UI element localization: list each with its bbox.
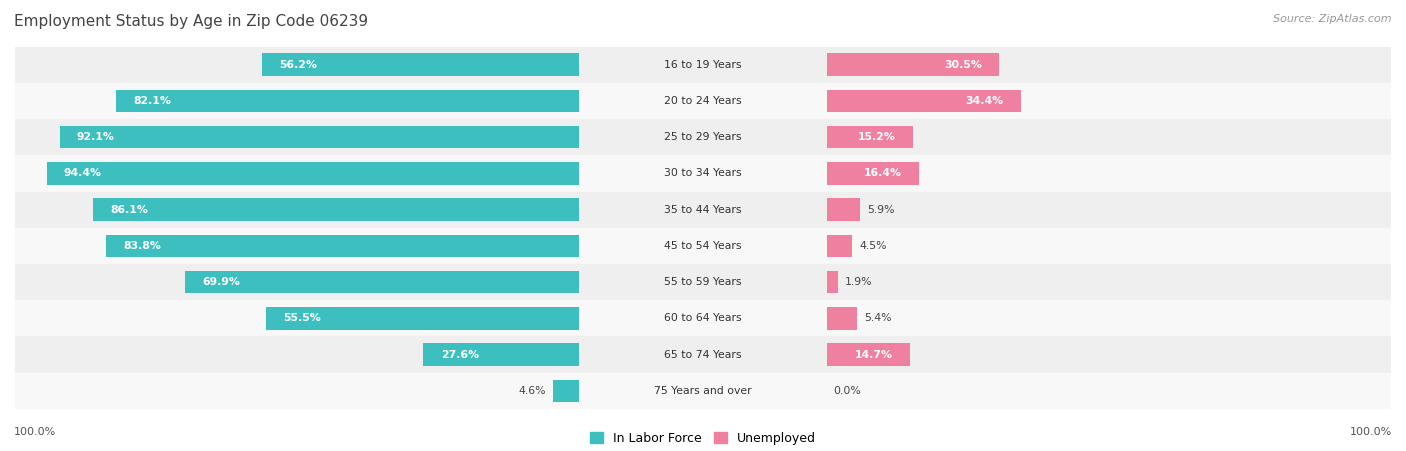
Text: 100.0%: 100.0% [14, 428, 56, 437]
Bar [827, 162, 920, 184]
Bar [827, 90, 1021, 112]
Legend: In Labor Force, Unemployed: In Labor Force, Unemployed [591, 432, 815, 445]
Bar [15, 46, 1391, 83]
Text: 34.4%: 34.4% [966, 96, 1004, 106]
Text: 30.5%: 30.5% [943, 60, 981, 70]
Text: 1.9%: 1.9% [845, 277, 872, 287]
Bar [266, 307, 579, 330]
Text: 56.2%: 56.2% [280, 60, 318, 70]
Bar [827, 307, 858, 330]
Bar [262, 54, 579, 76]
Bar [827, 198, 860, 221]
Text: 75 Years and over: 75 Years and over [654, 386, 752, 396]
Bar [15, 155, 1391, 192]
Text: 0.0%: 0.0% [834, 386, 862, 396]
Text: 4.5%: 4.5% [859, 241, 887, 251]
Text: 5.4%: 5.4% [865, 313, 891, 323]
Bar [827, 343, 910, 366]
Bar [59, 126, 579, 148]
Bar [827, 235, 852, 257]
Bar [15, 192, 1391, 228]
Text: 16 to 19 Years: 16 to 19 Years [664, 60, 742, 70]
Bar [15, 373, 1391, 409]
Text: 55 to 59 Years: 55 to 59 Years [664, 277, 742, 287]
Text: 94.4%: 94.4% [63, 168, 101, 179]
Bar [184, 271, 579, 293]
Bar [827, 126, 912, 148]
Text: 27.6%: 27.6% [440, 350, 479, 359]
Text: 16.4%: 16.4% [865, 168, 903, 179]
Text: 82.1%: 82.1% [134, 96, 172, 106]
Text: 14.7%: 14.7% [855, 350, 893, 359]
Text: 86.1%: 86.1% [111, 205, 149, 215]
Text: 35 to 44 Years: 35 to 44 Years [664, 205, 742, 215]
Text: 20 to 24 Years: 20 to 24 Years [664, 96, 742, 106]
Bar [15, 83, 1391, 119]
Bar [93, 198, 579, 221]
Bar [46, 162, 579, 184]
Bar [115, 90, 579, 112]
Text: 55.5%: 55.5% [283, 313, 321, 323]
Bar [15, 336, 1391, 373]
Text: 100.0%: 100.0% [1350, 428, 1392, 437]
Text: 25 to 29 Years: 25 to 29 Years [664, 132, 742, 142]
Text: 92.1%: 92.1% [77, 132, 115, 142]
Bar [15, 264, 1391, 300]
Text: 83.8%: 83.8% [124, 241, 162, 251]
Text: 15.2%: 15.2% [858, 132, 896, 142]
Bar [15, 119, 1391, 155]
Bar [107, 235, 579, 257]
Bar [423, 343, 579, 366]
Text: Employment Status by Age in Zip Code 06239: Employment Status by Age in Zip Code 062… [14, 14, 368, 28]
Text: 5.9%: 5.9% [868, 205, 894, 215]
Text: 69.9%: 69.9% [202, 277, 240, 287]
Bar [553, 380, 579, 402]
Bar [827, 54, 998, 76]
Text: 4.6%: 4.6% [519, 386, 547, 396]
Text: 65 to 74 Years: 65 to 74 Years [664, 350, 742, 359]
Text: 60 to 64 Years: 60 to 64 Years [664, 313, 742, 323]
Bar [15, 300, 1391, 336]
Bar [15, 228, 1391, 264]
Text: 30 to 34 Years: 30 to 34 Years [664, 168, 742, 179]
Bar [827, 271, 838, 293]
Text: 45 to 54 Years: 45 to 54 Years [664, 241, 742, 251]
Text: Source: ZipAtlas.com: Source: ZipAtlas.com [1274, 14, 1392, 23]
